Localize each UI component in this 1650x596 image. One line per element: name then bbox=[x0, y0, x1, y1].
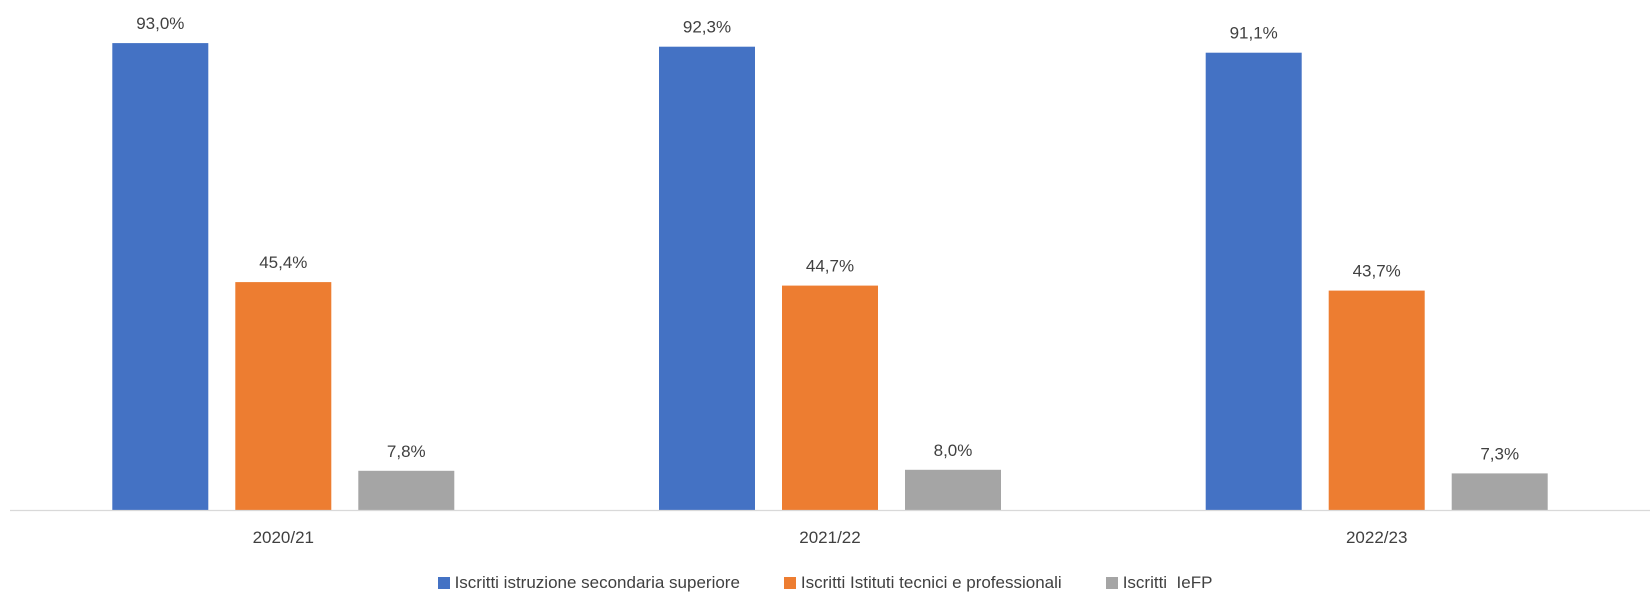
data-label: 92,3% bbox=[683, 18, 731, 37]
legend-item: Iscritti IeFP bbox=[1105, 573, 1213, 593]
data-labels-layer: 93,0% 45,4% 7,8% 92,3% 44,7% 8,0% 91,1% 43,7% 7,… bbox=[136, 14, 1519, 463]
legend-swatch bbox=[437, 577, 450, 589]
bar-2020-21-series-1 bbox=[235, 282, 332, 510]
bar-2021-22-series-2 bbox=[905, 469, 1001, 510]
legend-item: Iscritti Istituti tecnici e professional… bbox=[783, 573, 1062, 593]
bar-2021-22-series-1 bbox=[782, 285, 878, 510]
x-tick-label: 2020/21 bbox=[253, 528, 314, 547]
bar-2022-23-series-2 bbox=[1451, 473, 1548, 510]
legend-swatch bbox=[1105, 577, 1118, 589]
legend-item: Iscritti istruzione secondaria superiore bbox=[437, 573, 740, 593]
data-label: 8,0% bbox=[934, 441, 973, 460]
data-label: 91,1% bbox=[1230, 24, 1278, 43]
bar-2022-23-series-1 bbox=[1328, 290, 1425, 510]
data-label: 7,3% bbox=[1480, 444, 1519, 463]
bar-chart: 93,0% 45,4% 7,8% 92,3% 44,7% 8,0% 91,1% 43,7% 7,… bbox=[10, 14, 1650, 547]
x-tick-label: 2022/23 bbox=[1346, 528, 1407, 547]
legend: Iscritti istruzione secondaria superiore… bbox=[0, 570, 1650, 596]
bar-2022-23-series-0 bbox=[1205, 52, 1302, 510]
x-tick-label: 2021/22 bbox=[799, 528, 860, 547]
data-label: 45,4% bbox=[259, 253, 307, 272]
bar-2021-22-series-0 bbox=[659, 46, 755, 510]
bars-layer bbox=[112, 43, 1548, 510]
x-tick-labels-layer: 2020/21 2021/22 2022/23 bbox=[253, 528, 1408, 547]
bar-2020-21-series-0 bbox=[112, 43, 209, 510]
data-label: 7,8% bbox=[387, 442, 426, 461]
bar-2020-21-series-2 bbox=[358, 470, 455, 510]
legend-label: Iscritti IeFP bbox=[1122, 573, 1213, 592]
legend-swatch bbox=[783, 577, 796, 589]
data-label: 93,0% bbox=[136, 14, 184, 33]
legend-label: Iscritti Istituti tecnici e professional… bbox=[800, 573, 1062, 592]
data-label: 44,7% bbox=[806, 257, 854, 276]
data-label: 43,7% bbox=[1353, 262, 1401, 281]
legend-label: Iscritti istruzione secondaria superiore bbox=[454, 573, 740, 592]
